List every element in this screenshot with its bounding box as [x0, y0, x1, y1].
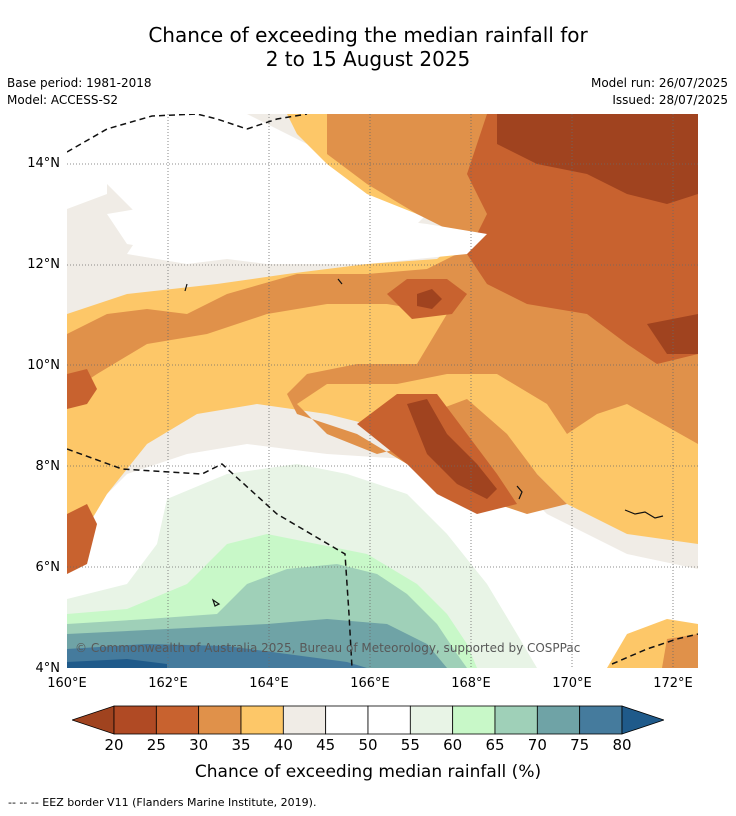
colorbar-cell	[494, 705, 538, 735]
model-name: Model: ACCESS-S2	[7, 93, 119, 107]
colorbar-label: 55	[400, 736, 420, 754]
colorbar-cell	[240, 705, 284, 735]
x-tick-162e: 162°E	[148, 676, 188, 691]
colorbar-label: 20	[104, 736, 124, 754]
x-tick-160e: 160°E	[47, 676, 87, 691]
colorbar-label: 40	[273, 736, 293, 754]
map-title-line2: 2 to 15 August 2025	[265, 47, 471, 71]
x-tick-168e: 168°E	[451, 676, 491, 691]
colorbar-cell	[282, 705, 327, 735]
y-tick-4n: 4°N	[35, 661, 61, 676]
colorbar-cell	[452, 705, 496, 735]
colorbar-cell	[155, 705, 200, 735]
rainfall-map	[67, 114, 698, 668]
colorbar-label: 65	[485, 736, 505, 754]
colorbar-label: 25	[146, 736, 166, 754]
issued-date: Issued: 28/07/2025	[612, 93, 728, 107]
y-tick-8n: 8°N	[35, 459, 61, 474]
y-tick-12n: 12°N	[27, 257, 60, 272]
colorbar-cell	[325, 705, 369, 735]
colorbar-cell	[579, 705, 623, 735]
copyright-notice: © Commonwealth of Australia 2025, Bureau…	[75, 641, 581, 655]
colorbar	[72, 705, 664, 735]
colorbar-extend-low	[72, 705, 115, 735]
base-period: Base period: 1981-2018	[7, 76, 152, 90]
eez-footnote: -- -- -- EEZ border V11 (Flanders Marine…	[8, 796, 317, 809]
colorbar-label: 60	[443, 736, 463, 754]
colorbar-label: 35	[231, 736, 251, 754]
colorbar-cell	[536, 705, 581, 735]
x-tick-170e: 170°E	[552, 676, 592, 691]
colorbar-cell	[367, 705, 411, 735]
colorbar-extend-high	[621, 705, 664, 735]
y-tick-6n: 6°N	[35, 560, 61, 575]
colorbar-label: 50	[358, 736, 378, 754]
x-tick-164e: 164°E	[249, 676, 289, 691]
colorbar-cell	[198, 705, 242, 735]
model-run: Model run: 26/07/2025	[590, 76, 728, 90]
colorbar-label: 75	[570, 736, 590, 754]
x-tick-166e: 166°E	[350, 676, 390, 691]
colorbar-label: 30	[189, 736, 209, 754]
colorbar-cell	[113, 705, 157, 735]
colorbar-label: 80	[612, 736, 632, 754]
x-tick-172e: 172°E	[653, 676, 693, 691]
rainfall-map-canvas	[67, 114, 698, 668]
map-title-line1: Chance of exceeding the median rainfall …	[148, 23, 588, 47]
colorbar-label: 45	[316, 736, 336, 754]
y-tick-14n: 14°N	[27, 156, 60, 171]
colorbar-cell	[409, 705, 454, 735]
y-tick-10n: 10°N	[27, 358, 60, 373]
colorbar-label: 70	[527, 736, 547, 754]
colorbar-title: Chance of exceeding median rainfall (%)	[194, 762, 542, 782]
